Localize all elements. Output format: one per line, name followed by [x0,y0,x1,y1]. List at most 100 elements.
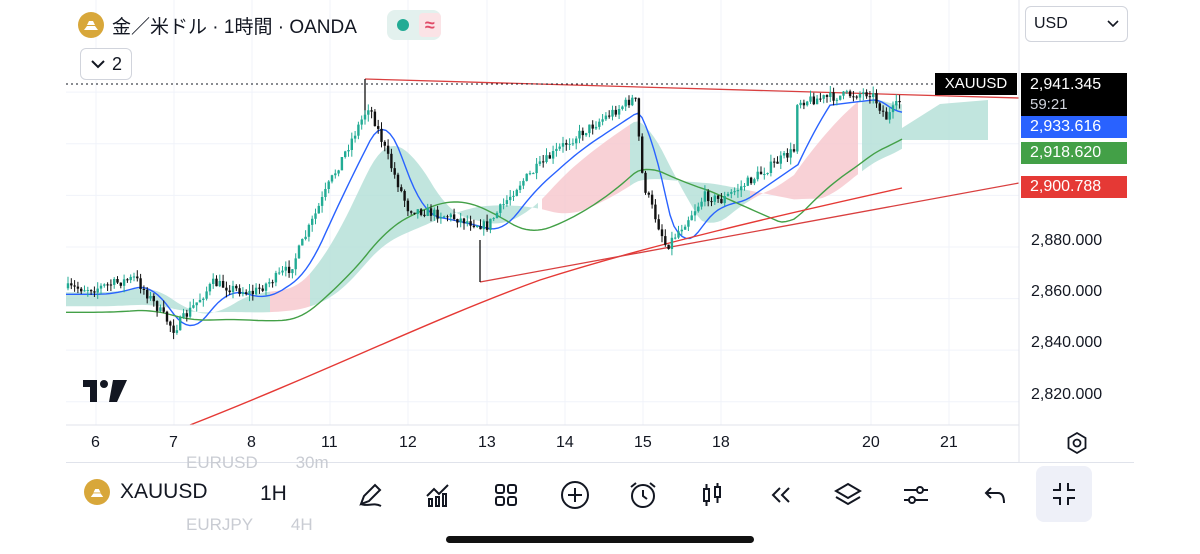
cloud-segment [310,145,538,307]
candle-body [423,214,426,216]
candle-body [301,239,304,246]
gold-symbol-icon [84,479,110,505]
cloud-segment [750,101,858,201]
candle-body [109,284,113,286]
candle-body [350,138,353,150]
candle-body [462,218,466,224]
candle-body [855,96,858,98]
currency-select[interactable]: USD [1025,6,1128,42]
candle-body [113,279,116,285]
add-button[interactable] [555,475,595,515]
candle-body [789,149,792,158]
candle-body [674,237,677,239]
candle-body [254,287,258,295]
time-axis-label: 14 [556,434,574,451]
candle-body [505,200,509,204]
candle-body [565,143,568,145]
candle-body [522,180,525,186]
candle-body [634,97,637,99]
candle-body [449,214,452,218]
candle-body [70,283,73,286]
candle-body [627,99,631,106]
candle-body [551,151,555,159]
chart-settings-icon[interactable] [1064,430,1090,456]
time-axis-label: 13 [478,434,496,451]
candle-body [538,161,542,164]
indicators-button[interactable] [418,475,458,515]
candle-body [555,148,558,151]
candle-body [188,307,192,317]
interval-button[interactable]: 1H [260,482,287,505]
candle-body [670,237,674,249]
symbol-search-button[interactable]: XAUUSD [84,479,208,505]
layers-button[interactable] [828,475,868,515]
price-axis-label: 2,820.000 [1031,386,1103,403]
candle-body [558,146,561,149]
candle-body [284,266,287,271]
candle-body [294,258,297,270]
candle-body [66,283,70,289]
candle-body [568,143,571,145]
candle-body [248,290,251,295]
replay-button[interactable] [760,475,800,515]
tradingview-logo-icon [83,380,127,402]
grid [66,0,1019,425]
undo-button[interactable] [975,475,1015,515]
market-status-pill[interactable]: ≈ [386,10,441,40]
candle-body [334,173,337,176]
candle-body [472,225,476,227]
alerts-button[interactable] [623,475,663,515]
candle-body [769,161,773,173]
candle-body [875,93,878,104]
candle-body [657,219,660,230]
indicator-collapse-button[interactable]: 2 [80,48,132,80]
candle-body [456,219,459,223]
candle-body [80,288,83,292]
home-indicator[interactable] [446,536,754,543]
drawing-tools-button[interactable] [350,475,390,515]
exit-fullscreen-button[interactable] [1036,466,1092,522]
candle-body [172,325,175,333]
alarm-clock-icon [630,482,656,508]
candle-body [93,291,96,293]
candle-body [637,98,641,137]
candle-body [713,195,716,202]
chart-legend[interactable]: 金／米ドル · 1時間 · OANDA ≈ [78,10,441,40]
time-axis-label: 18 [712,434,730,451]
candle-body [700,201,703,207]
candle-body [317,205,320,214]
candle-body [241,292,245,294]
candle-body [215,278,218,287]
candle-body [311,218,314,225]
cloud-segment [630,121,750,223]
candle-body [809,96,812,102]
time-axis-label: 6 [91,434,100,451]
chart-type-button[interactable] [692,475,732,515]
candle-body [839,95,842,100]
candle-body [182,313,185,318]
candle-body [419,209,423,215]
time-axis-label: 20 [862,434,880,451]
layout-button[interactable] [486,475,526,515]
chart-properties-button[interactable] [896,475,936,515]
price-axis-label: 2,860.000 [1031,283,1103,300]
candle-body [707,191,710,202]
time-axis-label: 15 [634,434,652,451]
candle-body [594,126,598,129]
chevron-down-icon [91,60,105,69]
candle-body [403,191,406,201]
candle-body [608,115,611,117]
candle-body [591,124,594,129]
candle-body [320,197,324,206]
candle-body [307,224,311,237]
candle-body [598,121,601,127]
candle-body [469,221,472,226]
indicator-count: 2 [111,53,122,74]
candle-body [238,288,241,294]
cloud-segment [270,273,310,313]
candle-body [433,209,436,216]
candle-body [499,204,502,213]
candle-body [228,290,231,293]
candle-body [459,218,462,223]
